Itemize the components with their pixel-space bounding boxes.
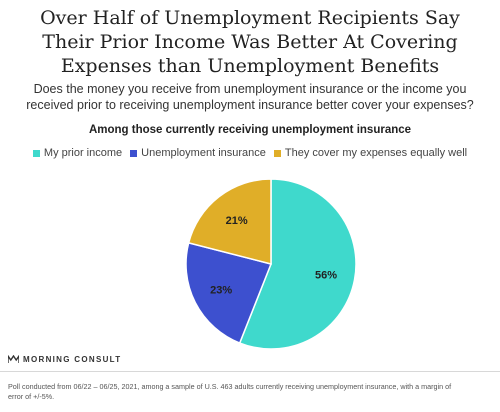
pie-slice-prior-income (238, 178, 357, 350)
subtitle-line-2: received prior to receiving unemployment… (26, 98, 474, 112)
legend-swatch-equally-well (273, 149, 281, 157)
legend-label-unemployment-insurance: Unemployment insurance (141, 147, 266, 159)
legend-item-unemployment-insurance: Unemployment insurance (130, 147, 266, 159)
section-label: Among those currently receiving unemploy… (88, 124, 412, 136)
title-line-2: Their Prior Income Was Better At Coverin… (42, 31, 458, 53)
pie-label-equally-well: 21% (226, 215, 248, 227)
footnote-line-2: error of +/-5%. (8, 391, 55, 401)
subtitle-line-1: Does the money you receive from unemploy… (33, 82, 467, 96)
legend-swatch-prior-income (32, 149, 40, 157)
chart-subtitle: Does the money you receive from unemploy… (8, 81, 492, 113)
chart-title: Over Half of Unemployment Recipients Say… (40, 6, 460, 78)
footnote: Poll conducted from 06/22 – 06/25, 2021,… (8, 382, 494, 401)
legend-label-prior-income: My prior income (43, 147, 123, 159)
pie-slice-equally-well (187, 178, 272, 265)
legend-label-equally-well: They cover my expenses equally well (284, 147, 468, 159)
legend-item-equally-well: They cover my expenses equally well (273, 147, 468, 159)
title-line-3: Expenses than Unemployment Benefits (60, 55, 440, 77)
title-line-1: Over Half of Unemployment Recipients Say (40, 7, 460, 29)
legend: My prior income Unemployment insurance T… (10, 147, 490, 159)
pie-label-unemployment-insurance: 23% (210, 284, 232, 296)
brand-logo: MORNING CONSULT (8, 355, 121, 364)
pie-label-prior-income: 56% (315, 269, 337, 281)
footnote-line-1: Poll conducted from 06/22 – 06/25, 2021,… (8, 382, 452, 391)
pie-slice-unemployment-insurance (185, 241, 273, 345)
morning-consult-logo-icon (8, 355, 19, 363)
footer-divider (0, 371, 500, 372)
brand-name: MORNING CONSULT (23, 355, 122, 364)
legend-item-prior-income: My prior income (32, 147, 123, 159)
legend-swatch-unemployment-insurance (130, 149, 138, 157)
